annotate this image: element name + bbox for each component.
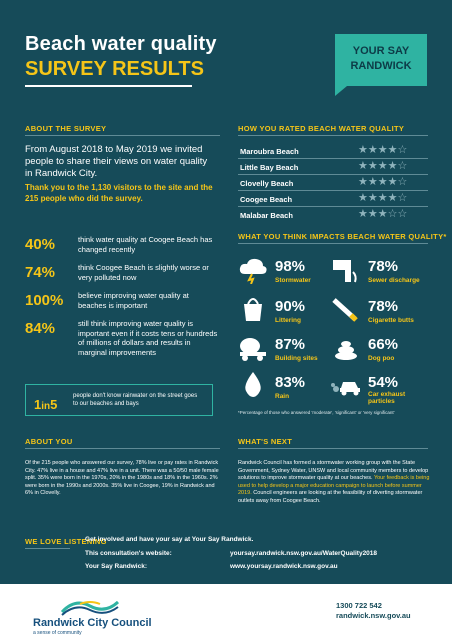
raindrop-icon [245,372,261,397]
impact-label: Dog poo [368,355,395,362]
one-in-five-den: 5 [50,397,58,412]
stat-text: believe improving water quality at beach… [78,291,189,310]
one-in-five-in: in [41,401,51,412]
whats-next-text-a: Randwick Council has formed a stormwater… [238,460,429,482]
dog-poo-icon [335,341,357,360]
one-in-five-text: people don't know rainwater on the stree… [73,393,198,407]
about-survey-heading: ABOUT THE SURVEY [25,124,107,133]
council-tagline: a sense of community [33,630,82,636]
car-exhaust-icon [331,382,360,396]
star-rating: ★★★★☆ [358,192,408,204]
whats-next-text-c: Council engineers are looking at the fea… [238,490,423,504]
listening-heading: WE LOVE LISTENING [25,537,107,546]
footer-contact: 1300 722 542 randwick.nsw.gov.au [336,601,411,621]
stat-pct: 74% [25,264,56,281]
stat-text: think water quality at Coogee Beach has … [78,235,213,254]
whats-next-highlight: Your feedback is being used to help deve… [238,475,430,497]
stat-pct: 40% [25,236,56,253]
impact-pct: 83% [275,374,306,391]
your-say-badge: YOUR SAY RANDWICK [335,34,427,86]
litter-bag-icon [244,298,262,321]
cigarette-icon [332,298,358,322]
beach-name: Clovelly Beach [240,179,294,188]
footer-web[interactable]: randwick.nsw.gov.au [336,611,411,620]
beach-name: Maroubra Beach [240,147,299,156]
council-logo-icon [60,600,120,616]
sewer-pipe-icon [333,260,357,283]
yoursay-link[interactable]: www.yoursay.randwick.nsw.gov.au [230,563,338,570]
impact-label: Car exhaust particles [368,391,406,405]
impact-pct: 54% [368,374,399,391]
impact-pct: 87% [275,336,306,353]
stat-pct: 100% [25,292,64,309]
badge-line-1: YOUR SAY [352,45,410,57]
beach-name: Coogee Beach [240,195,293,204]
divider [238,190,428,191]
divider [238,448,428,449]
badge-tail [335,86,347,96]
impact-label: Sewer discharge [368,277,420,284]
impact-pct: 90% [275,298,306,315]
star-rating: ★★★★☆ [358,144,408,156]
one-in-five-num: 1 [34,397,42,412]
divider [25,548,70,549]
impact-pct: 98% [275,258,306,275]
impact-label: Cigarette butts [368,317,414,324]
yoursay-label: Your Say Randwick: [85,563,148,570]
one-in-five-box [25,384,213,416]
survey-thanks: Thank you to the 1,130 visitors to the s… [25,183,213,203]
divider [25,135,220,136]
impact-pct: 78% [368,258,399,275]
impact-label: Building sites [275,355,318,362]
impact-pct: 66% [368,336,399,353]
about-you-heading: ABOUT YOU [25,437,73,446]
page-title: Beach water quality [25,33,217,55]
beach-name: Malabar Beach [240,211,293,220]
website-link[interactable]: yoursay.randwick.nsw.gov.au/WaterQuality… [230,550,378,557]
survey-intro: From August 2018 to May 2019 we invited … [25,144,208,179]
divider [238,158,428,159]
impact-label: Stormwater [275,277,311,284]
divider [238,206,428,207]
impact-pct: 78% [368,298,399,315]
title-underline [25,85,192,87]
impact-label: Littering [275,317,301,324]
beach-name: Little Bay Beach [240,163,299,172]
star-rating: ★★★★☆ [358,160,408,172]
cement-mixer-icon [240,338,266,361]
footer-phone[interactable]: 1300 722 542 [336,601,382,610]
star-rating: ★★★★☆ [358,176,408,188]
divider [238,135,428,136]
star-rating: ★★★☆☆ [358,208,408,220]
ratings-heading: HOW YOU RATED BEACH WATER QUALITY [238,124,405,133]
stat-text: think Coogee Beach is slightly worse or … [78,263,209,282]
website-label: This consultation's website: [85,550,172,557]
divider [238,174,428,175]
storm-cloud-icon [239,258,267,284]
divider [25,448,220,449]
poster-panel: Beach water quality SURVEY RESULTS YOUR … [0,0,452,584]
one-in-five-figure: 1in5 [34,397,57,412]
impacts-footnote: *Percentage of those who answered 'moder… [238,410,395,415]
about-you-text: Of the 215 people who answered our surve… [25,460,219,497]
listening-intro: Get involved and have your say at Your S… [85,536,254,543]
impacts-heading: WHAT YOU THINK IMPACTS BEACH WATER QUALI… [238,232,447,241]
stat-text: still think improving water quality is i… [78,319,218,357]
council-name: Randwick City Council [33,617,152,629]
whats-next-text: Randwick Council has formed a stormwater… [238,460,434,506]
badge-line-2: RANDWICK [350,60,412,72]
whats-next-heading: WHAT'S NEXT [238,437,293,446]
page-subtitle: SURVEY RESULTS [25,58,204,80]
divider [238,243,428,244]
stat-pct: 84% [25,320,56,337]
impact-label: Rain [275,393,290,400]
